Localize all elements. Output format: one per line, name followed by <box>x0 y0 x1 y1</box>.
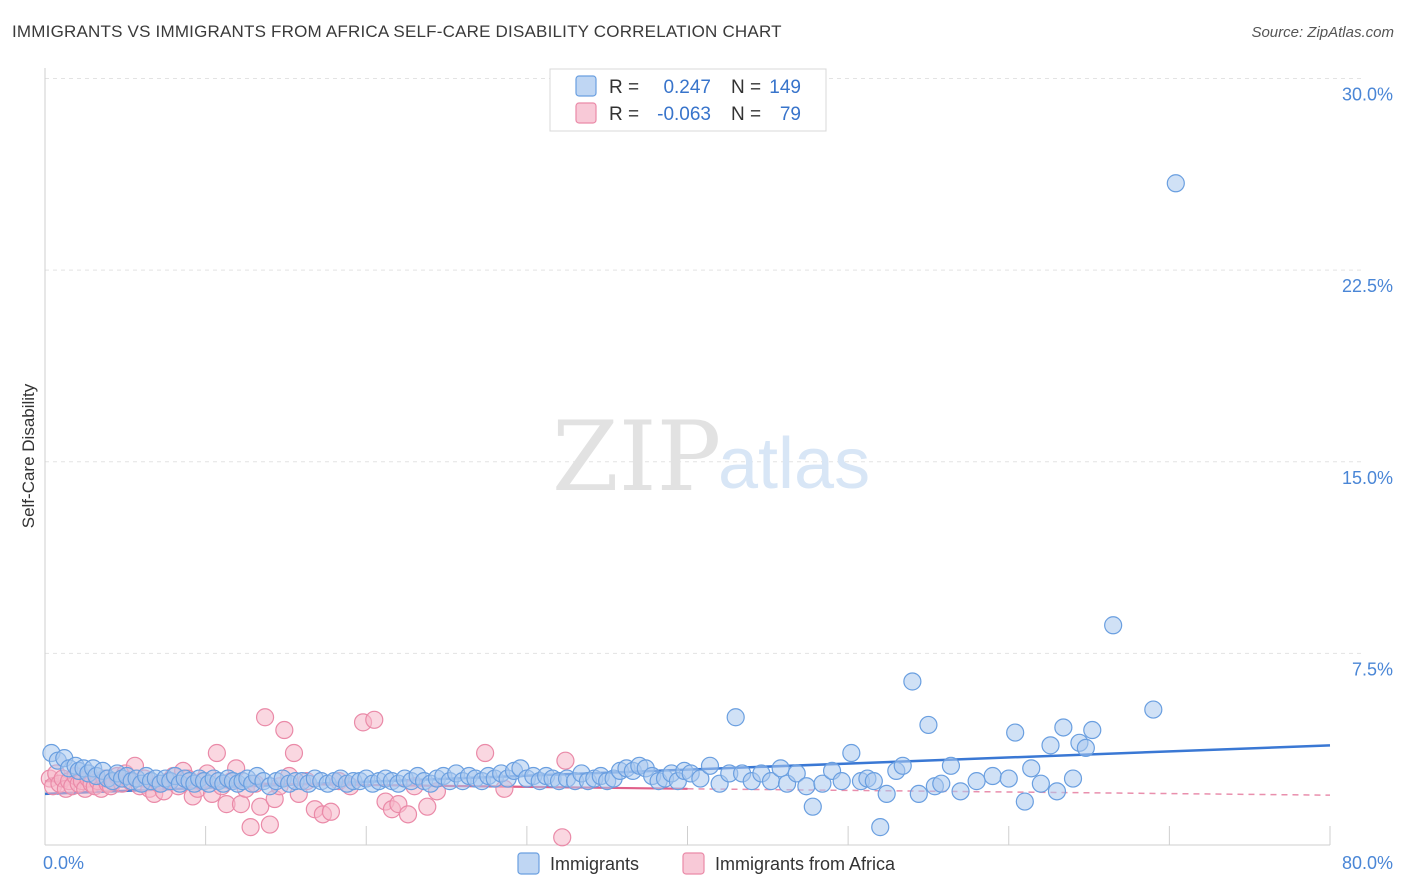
point-immigrants <box>951 782 970 801</box>
point-africa <box>275 720 294 740</box>
point-immigrants <box>726 708 745 727</box>
scatter-points <box>40 174 1185 847</box>
point-africa <box>398 805 418 824</box>
source-label: Source: ZipAtlas.com <box>1251 24 1394 41</box>
point-immigrants <box>691 769 710 788</box>
point-immigrants <box>771 759 790 778</box>
point-immigrants <box>1104 616 1123 635</box>
point-africa <box>260 815 279 834</box>
trend-line-africa-extension <box>687 788 1331 796</box>
point-immigrants <box>1022 759 1041 778</box>
point-africa <box>365 710 384 729</box>
x-tick-label: 0.0% <box>43 853 84 873</box>
point-immigrants <box>1047 782 1067 801</box>
watermark-atlas: atlas <box>718 424 870 504</box>
point-immigrants <box>999 769 1018 788</box>
legend-r-value-1: 0.247 <box>663 77 711 98</box>
point-immigrants <box>909 784 928 804</box>
watermark: ZIP atlas <box>552 401 870 513</box>
point-immigrants <box>787 764 806 783</box>
legend-n-value-2: 79 <box>780 104 801 125</box>
legend-r-label-2: R = <box>609 104 639 125</box>
y-tick-label: 7.5% <box>1352 659 1393 679</box>
point-immigrants <box>803 797 822 816</box>
y-tick-label: 30.0% <box>1342 85 1393 105</box>
point-immigrants <box>941 756 961 775</box>
point-immigrants <box>1083 720 1102 740</box>
y-tick-label: 15.0% <box>1342 468 1393 488</box>
point-immigrants <box>919 715 938 735</box>
point-immigrants <box>842 743 861 763</box>
legend-swatch-immigrants <box>575 75 597 97</box>
point-africa <box>251 797 270 816</box>
gridlines <box>45 78 1365 654</box>
chart-title: IMMIGRANTS VS IMMIGRANTS FROM AFRICA SEL… <box>12 22 782 41</box>
x-tick-label: 80.0% <box>1342 853 1393 873</box>
point-immigrants <box>877 784 896 804</box>
point-immigrants <box>1166 174 1185 193</box>
legend-n-value-1: 149 <box>769 77 801 98</box>
point-immigrants <box>967 772 986 791</box>
point-immigrants <box>1063 769 1083 788</box>
point-immigrants <box>1006 723 1025 742</box>
legend-box: R = 0.247 N = 149 R = -0.063 N = 79 <box>549 68 827 132</box>
legend-r-label-1: R = <box>609 77 639 98</box>
point-immigrants <box>797 777 816 796</box>
point-immigrants <box>1031 774 1050 793</box>
axes <box>44 68 1331 846</box>
bottom-legend: Immigrants Immigrants from Africa <box>517 852 896 875</box>
point-immigrants <box>871 818 890 837</box>
point-africa <box>231 795 251 814</box>
bottom-legend-immigrants: Immigrants <box>550 854 639 874</box>
watermark-zip: ZIP <box>552 401 721 513</box>
point-immigrants <box>864 772 883 791</box>
bottom-legend-africa: Immigrants from Africa <box>715 854 896 874</box>
point-immigrants <box>1076 738 1095 758</box>
point-africa <box>321 802 341 821</box>
y-tick-label: 22.5% <box>1342 276 1393 296</box>
legend-swatch-africa <box>575 102 597 124</box>
point-africa <box>418 797 437 816</box>
point-immigrants <box>893 756 912 775</box>
y-axis-label: Self-Care Disability <box>19 383 38 528</box>
point-africa <box>284 743 304 763</box>
tick-labels: 7.5% 15.0% 22.5% 30.0% 0.0% 80.0% <box>43 85 1393 874</box>
legend-n-label-1: N = <box>731 77 761 98</box>
point-immigrants <box>1015 792 1034 811</box>
bottom-legend-swatch-immigrants <box>517 852 540 875</box>
point-africa <box>556 751 575 770</box>
point-africa <box>476 743 495 763</box>
bottom-legend-swatch-africa <box>682 852 705 875</box>
point-africa <box>255 708 275 727</box>
point-immigrants <box>932 774 951 793</box>
point-immigrants <box>983 766 1002 786</box>
legend-r-value-2: -0.063 <box>657 104 711 125</box>
point-immigrants <box>700 756 720 775</box>
point-immigrants <box>1144 700 1163 719</box>
point-immigrants <box>1041 736 1060 755</box>
point-africa <box>207 743 226 763</box>
legend-n-label-2: N = <box>731 104 761 125</box>
point-immigrants <box>903 672 922 691</box>
point-immigrants <box>813 774 832 793</box>
point-immigrants <box>1054 718 1073 737</box>
point-immigrants <box>832 772 851 791</box>
point-africa <box>241 818 260 837</box>
point-africa <box>553 828 572 847</box>
